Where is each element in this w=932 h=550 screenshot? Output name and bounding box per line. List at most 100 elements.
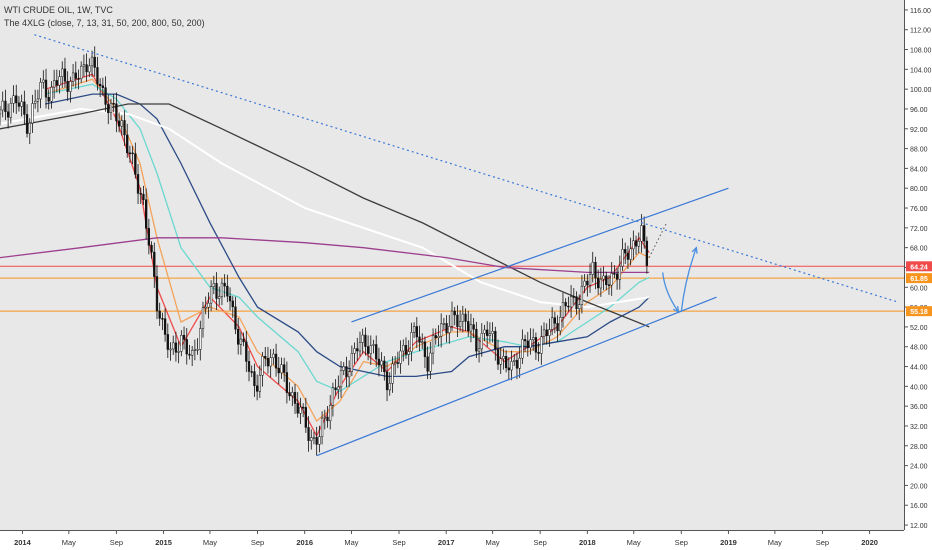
candle-body	[615, 273, 619, 280]
candle-body	[578, 304, 581, 309]
candle-body	[434, 335, 437, 339]
candle-body	[272, 353, 275, 358]
candle-body	[326, 416, 329, 422]
x-tick-label: May	[203, 538, 217, 547]
candle-body	[285, 372, 289, 393]
y-tick-label: 20.00	[910, 483, 928, 490]
x-tick-label: Sep	[533, 538, 546, 547]
candle-body	[523, 339, 527, 342]
candle-body	[228, 295, 232, 302]
y-tick-label: 96.00	[910, 107, 928, 114]
candle-body	[626, 252, 630, 260]
candle-body	[488, 333, 492, 336]
y-tick-label: 100.00	[910, 87, 932, 94]
candle-body	[591, 262, 594, 275]
candle-body	[561, 302, 565, 318]
y-tick-label: 104.00	[910, 67, 932, 74]
candle-body	[475, 328, 478, 352]
candle-body	[483, 329, 486, 334]
candle-body	[201, 307, 205, 329]
candle-body	[269, 357, 272, 367]
y-tick-label: 48.00	[910, 345, 928, 352]
candle-body	[163, 318, 167, 335]
candle-body	[207, 302, 210, 308]
candle-body	[34, 100, 37, 104]
candle-body	[569, 296, 573, 308]
candle-body	[337, 386, 340, 390]
candle-body	[366, 346, 370, 354]
level-label-bg	[906, 273, 932, 284]
candle-body	[361, 334, 364, 343]
candle-body	[61, 68, 64, 77]
level-label: 55.18	[910, 309, 928, 316]
candle-body	[507, 367, 510, 371]
x-tick-label: 2019	[720, 538, 737, 547]
candle-body	[237, 328, 240, 345]
x-tick-label: Sep	[251, 538, 264, 547]
y-tick-label: 116.00	[910, 8, 931, 15]
candle-body	[640, 225, 643, 242]
candle-body	[477, 348, 481, 352]
candle-body	[315, 437, 318, 445]
candle-body	[486, 329, 489, 336]
ma-line-purple	[0, 237, 650, 274]
candle-body	[491, 331, 494, 334]
candle-body	[199, 328, 202, 350]
candle-body	[572, 296, 575, 298]
candle-body	[126, 134, 129, 154]
candle-body	[347, 371, 351, 378]
trend-line	[351, 187, 729, 323]
candle-body	[559, 317, 562, 332]
candle-body	[597, 277, 600, 289]
candle-body	[131, 152, 134, 155]
candle-body	[634, 240, 638, 247]
candle-body	[85, 64, 88, 73]
candle-body	[231, 300, 234, 308]
candle-body	[145, 199, 148, 229]
candle-body	[55, 80, 58, 86]
y-tick-label: 44.00	[910, 365, 928, 372]
candle-body	[161, 318, 164, 320]
candle-body	[602, 275, 605, 280]
candle-body	[293, 392, 297, 404]
candle-body	[518, 357, 521, 369]
candle-body	[456, 314, 459, 327]
candle-body	[191, 350, 194, 356]
candle-body	[467, 321, 470, 332]
candle-body	[274, 353, 278, 369]
candle-body	[440, 323, 443, 337]
candle-body	[643, 225, 646, 242]
candle-body	[42, 79, 45, 83]
candle-body	[529, 339, 532, 349]
candle-body	[182, 335, 186, 340]
candle-body	[288, 392, 291, 397]
candle-body	[128, 152, 132, 155]
candle-body	[442, 323, 446, 325]
candle-body	[239, 338, 243, 345]
candle-body	[39, 82, 42, 100]
x-tick-label: May	[62, 538, 76, 547]
candle-body	[364, 334, 367, 347]
y-tick-label: 92.00	[910, 127, 928, 134]
candle-body	[448, 326, 451, 334]
candle-body	[502, 356, 505, 360]
candle-body	[358, 342, 362, 352]
candle-body	[621, 249, 624, 267]
candle-body	[9, 103, 12, 118]
candle-body	[429, 352, 432, 372]
y-tick-label: 80.00	[910, 186, 928, 193]
candle-body	[437, 335, 440, 339]
candle-body	[372, 344, 375, 346]
candle-body	[515, 360, 519, 369]
candle-body	[369, 345, 372, 354]
x-tick-label: 2014	[14, 538, 32, 547]
candle-body	[415, 326, 418, 338]
candle-body	[377, 358, 381, 366]
candle-body	[599, 278, 603, 289]
candle-body	[350, 353, 354, 372]
candle-body	[218, 296, 221, 299]
y-tick-label: 72.00	[910, 226, 928, 233]
candle-body	[431, 335, 435, 354]
candle-body	[291, 392, 294, 397]
